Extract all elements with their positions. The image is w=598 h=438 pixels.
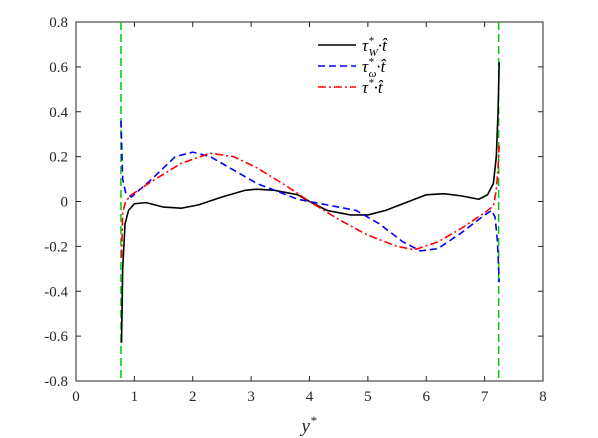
y-tick-label: 0.4 [49,105,68,121]
y-tick-label: -0.2 [44,239,68,255]
x-tick-label: 4 [306,389,314,405]
y-tick-label: 0 [61,195,69,211]
x-tick-label: 6 [423,389,431,405]
y-tick-label: -0.6 [44,329,68,345]
y-tick-label: 0.6 [49,60,68,76]
x-tick-label: 5 [364,389,372,405]
x-tick-label: 2 [189,389,197,405]
x-tick-label: 7 [481,389,489,405]
y-tick-label: 0.2 [49,150,68,166]
y-tick-label: -0.8 [44,374,68,390]
x-tick-label: 0 [72,389,80,405]
x-tick-label: 3 [247,389,255,405]
y-tick-label: -0.4 [44,284,68,300]
x-tick-label: 1 [131,389,139,405]
legend-label-3: τ*·t̂ [362,77,384,97]
x-tick-label: 8 [539,389,547,405]
y-tick-label: 0.8 [49,15,68,31]
x-axis-label: y* [300,413,317,437]
